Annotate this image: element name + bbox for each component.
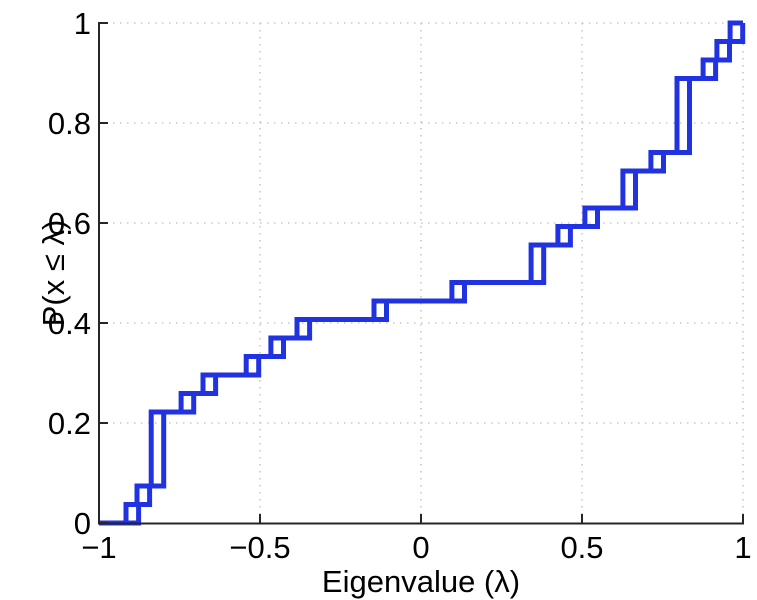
- tick-label-layer: −1 −0.5 0 0.5 1 0 0.2 0.4 0.6 0.8 1: [48, 6, 752, 565]
- x-tick-label: 0: [412, 530, 429, 565]
- grid-layer: [99, 22, 744, 523]
- tick-layer: [98, 22, 744, 524]
- y-tick-label: 1: [74, 6, 91, 41]
- x-tick-label: −0.5: [229, 530, 290, 565]
- curve-layer: [99, 20, 746, 526]
- y-tick-label: 0.4: [48, 306, 91, 341]
- x-tick-label: −1: [81, 530, 116, 565]
- ecdf-curve-2: [99, 20, 746, 526]
- y-tick-label: 0: [74, 506, 91, 541]
- y-tick-label: 0.8: [48, 106, 91, 141]
- y-tick-label: 0.2: [48, 406, 91, 441]
- y-tick-label: 0.6: [48, 206, 91, 241]
- x-tick-label: 0.5: [560, 530, 603, 565]
- axes-layer: [98, 22, 744, 525]
- x-axis-label: Eigenvalue (λ): [322, 564, 520, 599]
- y-axis-label: P(x ≤ λ): [36, 220, 71, 327]
- ecdf-curve-1: [99, 20, 743, 526]
- x-tick-label: 1: [734, 530, 751, 565]
